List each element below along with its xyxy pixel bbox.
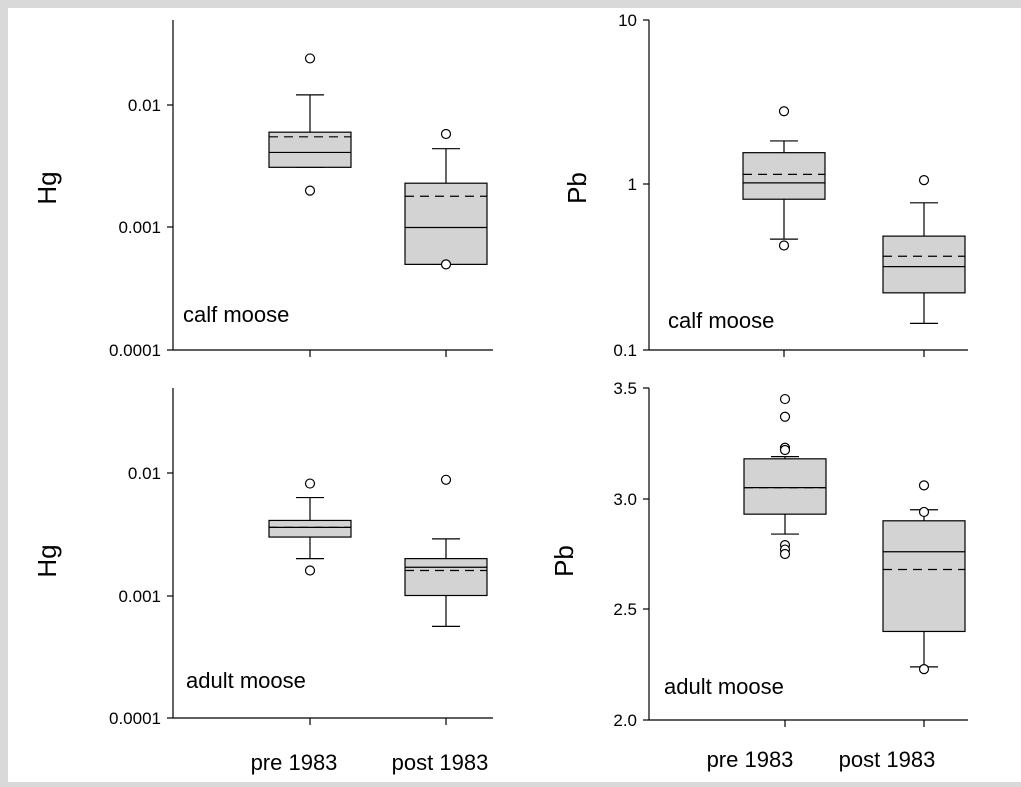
- y-axis-label: Hg: [32, 171, 62, 204]
- y-axis-label: Pb: [562, 172, 592, 204]
- box-plot-figure: 0.01 0.001 0.0001 Hg calf moose 10 1 0.1 Pb calf…: [32, 11, 968, 775]
- figure-canvas: 0.01 0.001 0.0001 Hg calf moose 10 1 0.1 Pb calf…: [8, 8, 1021, 782]
- box-pre-1983: [268, 131, 352, 168]
- y-axis-label: Hg: [32, 544, 62, 577]
- outlier-point: [779, 548, 791, 560]
- panel-adult-hg: 0.01 0.001 0.0001 Hg adult moose: [32, 388, 493, 728]
- outlier-point: [779, 393, 791, 405]
- outlier-point: [304, 478, 316, 489]
- outlier-point: [778, 106, 790, 117]
- y-tick-label: 10: [618, 11, 637, 30]
- outlier-point: [918, 506, 930, 518]
- x-category-label-right-pre: pre 1983: [707, 747, 794, 772]
- panel-label: calf moose: [183, 302, 289, 327]
- outlier-point: [304, 185, 316, 196]
- outlier-point: [304, 53, 316, 64]
- y-tick-label: 0.0001: [109, 341, 161, 360]
- outlier-point: [304, 565, 316, 576]
- outlier-point: [440, 474, 452, 485]
- x-category-label-left-pre: pre 1983: [251, 750, 338, 775]
- outlier-point: [918, 175, 930, 186]
- box-post-1983: [404, 558, 488, 597]
- outlier-point: [918, 480, 930, 491]
- y-axis-label: Pb: [549, 545, 579, 577]
- panel-calf-pb: 10 1 0.1 Pb calf moose: [562, 11, 968, 360]
- y-tick-label: 0.01: [128, 464, 161, 483]
- y-tick-label: 0.1: [613, 341, 637, 360]
- outlier-point: [779, 444, 791, 456]
- box-post-1983: [882, 235, 966, 294]
- box-pre-1983: [743, 458, 827, 515]
- y-tick-label: 2.5: [613, 600, 637, 619]
- x-category-label-right-post: post 1983: [839, 747, 936, 772]
- panel-label: adult moose: [664, 674, 784, 699]
- y-tick-label: 0.001: [118, 218, 161, 237]
- y-tick-label: 0.01: [128, 96, 161, 115]
- y-tick-label: 0.0001: [109, 709, 161, 728]
- panel-calf-hg: 0.01 0.001 0.0001 Hg calf moose: [32, 20, 493, 360]
- box-post-1983: [882, 520, 966, 633]
- outlier-point: [440, 259, 452, 270]
- panel-label: calf moose: [668, 308, 774, 333]
- y-tick-label: 2.0: [613, 711, 637, 730]
- y-tick-label: 3.5: [613, 379, 637, 398]
- outlier-point: [779, 411, 791, 422]
- box-post-1983: [404, 182, 488, 265]
- y-tick-label: 3.0: [613, 490, 637, 509]
- y-tick-label: 1: [628, 175, 637, 194]
- outlier-point: [918, 663, 930, 675]
- outlier-point: [440, 128, 452, 140]
- panel-label: adult moose: [186, 668, 306, 693]
- panel-adult-pb: 3.5 3.0 2.5 2.0 Pb adult moose: [549, 379, 968, 730]
- box-pre-1983: [268, 519, 352, 538]
- x-category-label-left-post: post 1983: [392, 750, 489, 775]
- y-tick-label: 0.001: [118, 587, 161, 606]
- outlier-point: [778, 240, 790, 251]
- box-pre-1983: [742, 152, 826, 200]
